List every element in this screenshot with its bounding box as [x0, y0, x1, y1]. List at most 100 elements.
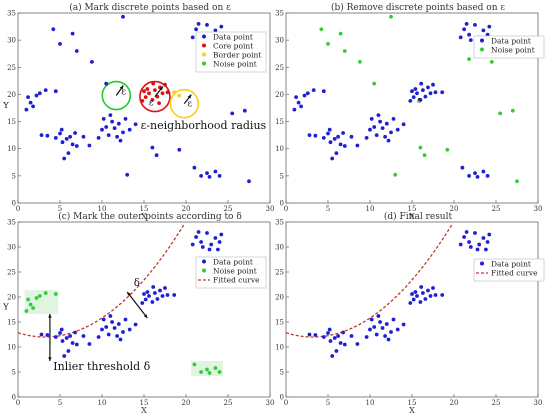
data-point-marker [51, 27, 56, 32]
core-point-marker [153, 88, 157, 92]
x-tick-label: 20 [182, 205, 191, 213]
data-point-marker [484, 247, 488, 252]
data-point-marker [419, 285, 424, 289]
y-axis-label: Y [2, 101, 9, 110]
data-point-marker [101, 317, 106, 322]
plot-frame [285, 221, 539, 398]
data-point-marker [468, 38, 473, 42]
data-point-marker [421, 291, 425, 295]
core-point-marker [157, 101, 162, 105]
data-point-marker [70, 341, 75, 345]
data-point-marker [481, 28, 486, 33]
data-point-marker [440, 90, 445, 95]
data-point-marker [487, 232, 492, 237]
noise-point-marker [199, 370, 204, 374]
data-point-marker [334, 151, 339, 156]
y-tick-label: 20 [7, 91, 16, 99]
data-point-marker [386, 138, 391, 143]
x-tick-label: 0 [16, 399, 20, 407]
data-point-marker [106, 133, 111, 138]
y-tick-label: 20 [275, 294, 284, 302]
data-point-marker [160, 294, 165, 298]
y-tick-label: 30 [275, 244, 284, 252]
data-point-marker [70, 142, 75, 147]
data-point-marker [59, 327, 64, 332]
y-tick-label: 25 [275, 269, 284, 277]
noise-point-marker [205, 367, 209, 372]
data-point-marker [26, 95, 30, 99]
y-tick-label: 35 [275, 10, 284, 18]
data-point-marker [219, 24, 224, 29]
data-point-marker [421, 88, 425, 92]
core-point-marker [160, 91, 165, 96]
data-point-marker [391, 317, 396, 322]
data-point-marker [473, 171, 477, 176]
data-point-marker [341, 131, 345, 135]
data-point-marker [213, 169, 218, 174]
data-point-marker [464, 230, 469, 234]
data-point-marker [368, 327, 372, 332]
y-tick-label: 0 [280, 394, 284, 402]
legend-entry-label: Fitted curve [491, 269, 538, 278]
data-point-marker [116, 121, 121, 126]
y-tick-label: 35 [7, 219, 16, 227]
data-point-marker [87, 342, 92, 346]
x-axis-label: X [141, 212, 147, 221]
data-point-marker [209, 242, 214, 247]
legend-entry-label: Fitted curve [213, 276, 260, 285]
epsilon-neighborhood-label: ε-neighborhood radius [141, 119, 267, 132]
x-tick-label: 10 [366, 399, 375, 407]
data-point-marker [121, 130, 125, 135]
y-tick-label: 10 [275, 344, 284, 352]
legend-entry-label: Noise point [213, 60, 257, 69]
delta-arrow-upper-head [143, 314, 148, 318]
data-point-marker [101, 117, 106, 121]
data-point-marker [143, 297, 148, 302]
noise-point-marker [192, 362, 197, 367]
data-point-marker [326, 131, 330, 136]
x-tick-label: 25 [492, 399, 501, 407]
data-point-marker [468, 245, 473, 249]
y-tick-label: 35 [7, 10, 16, 18]
data-point-marker [165, 293, 170, 297]
y-tick-label: 25 [7, 64, 16, 72]
data-point-marker [410, 292, 414, 296]
data-point-marker [190, 242, 195, 247]
data-point-marker [475, 175, 480, 179]
data-point-marker [342, 342, 347, 347]
core-point-marker [155, 94, 160, 99]
legend-entry-label: Core point [213, 42, 253, 51]
data-point-marker [70, 31, 75, 36]
delta-label: δ [134, 278, 140, 289]
data-point-marker [150, 145, 155, 150]
legend-box [195, 256, 267, 289]
x-tick-label: 0 [284, 205, 288, 213]
data-point-marker [428, 294, 433, 298]
core-point-marker [151, 81, 156, 86]
delta-arrow-upper [126, 291, 148, 319]
x-tick-label: 30 [266, 399, 275, 407]
data-point-marker [327, 127, 332, 132]
y-tick-label: 35 [275, 219, 284, 227]
data-point-marker [467, 240, 471, 244]
data-point-marker [196, 230, 201, 234]
data-point-marker [386, 337, 391, 342]
data-point-marker [411, 95, 416, 99]
data-point-marker [336, 134, 340, 139]
data-point-marker [383, 334, 387, 338]
y-tick-label: 25 [7, 269, 16, 277]
data-point-marker [147, 294, 151, 298]
data-point-marker [154, 153, 159, 158]
data-point-marker [177, 147, 182, 152]
data-point-marker [426, 85, 430, 90]
data-point-marker [462, 27, 466, 32]
data-point-marker [423, 297, 428, 301]
noise-point-marker [393, 172, 398, 177]
data-point-marker [372, 325, 377, 329]
core-point-marker [145, 87, 150, 91]
noise-point-marker [53, 292, 58, 296]
data-point-marker [475, 247, 480, 252]
y-tick-label: 30 [7, 37, 16, 45]
